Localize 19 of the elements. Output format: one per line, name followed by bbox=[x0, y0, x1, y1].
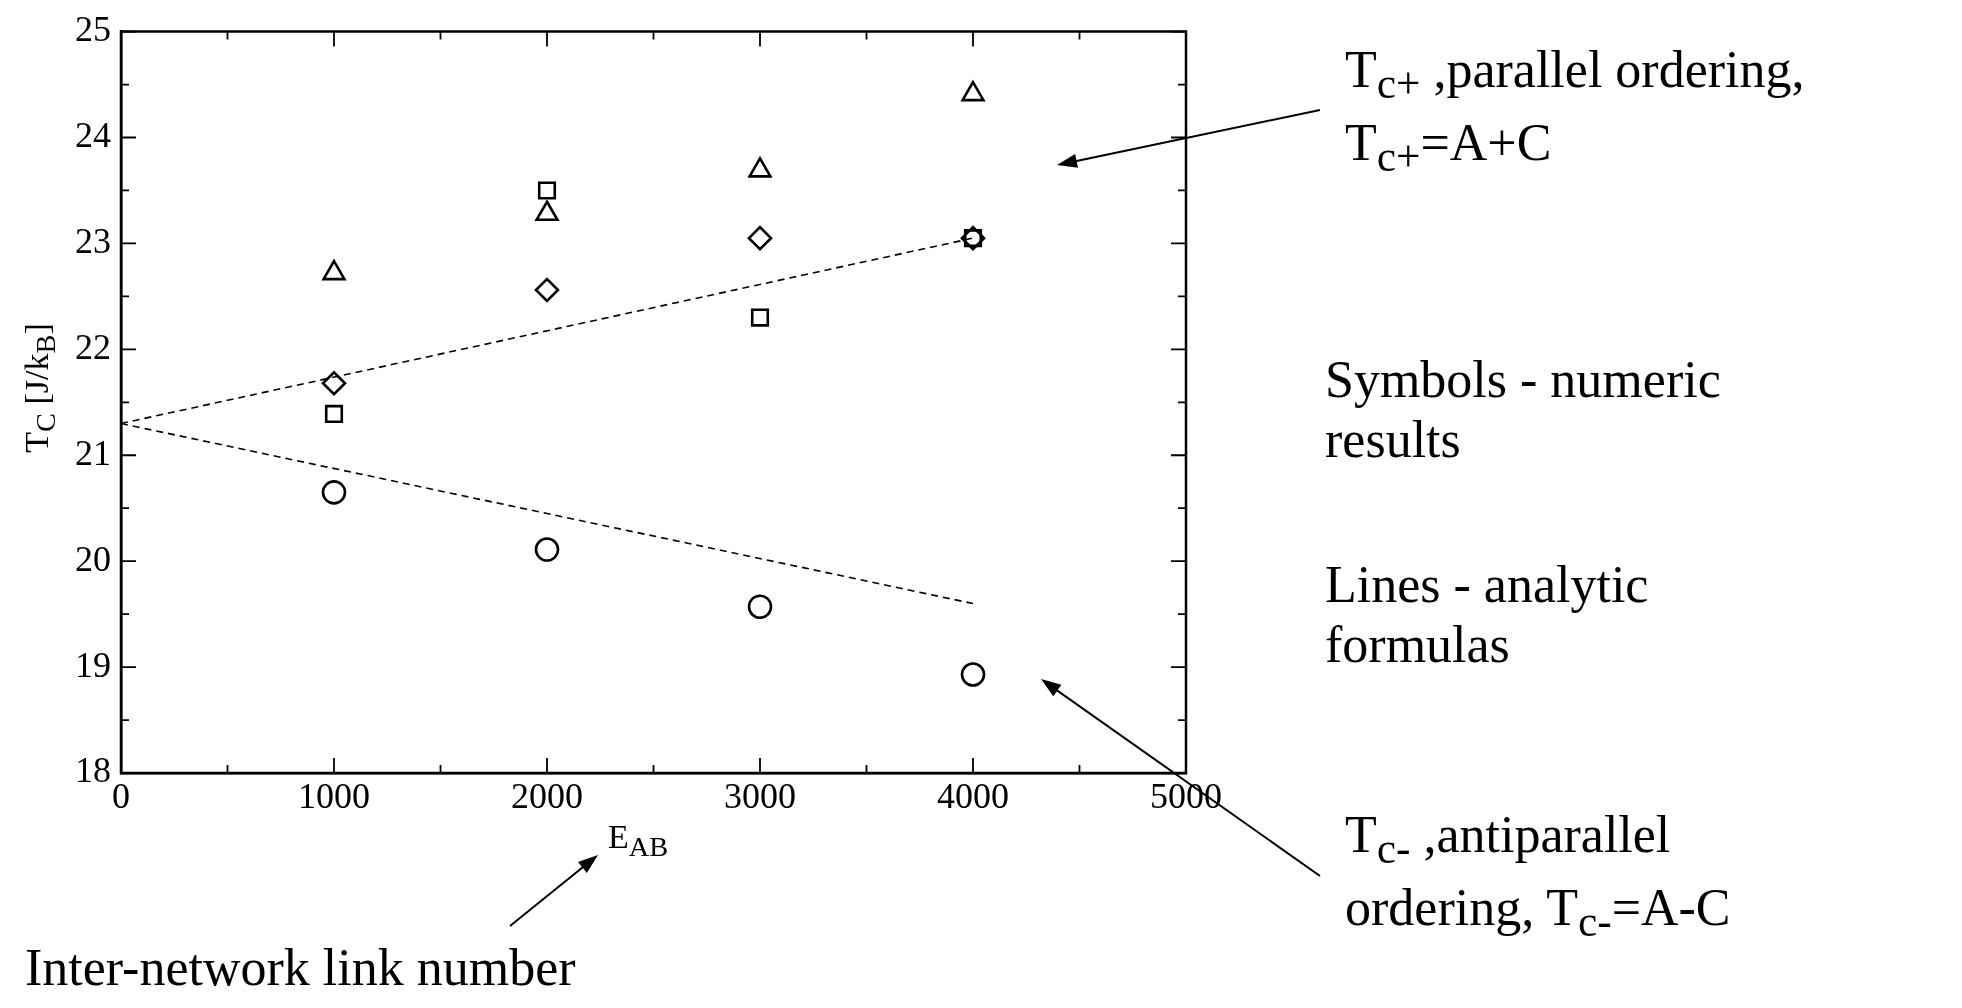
text: Inter-network link number bbox=[25, 938, 577, 998]
text: Symbols - numeric results bbox=[1325, 350, 1722, 470]
y-tick-label: 22 bbox=[75, 326, 111, 367]
y-tick-label: 19 bbox=[75, 644, 111, 685]
y-tick-label: 24 bbox=[75, 114, 111, 155]
y-tick-label: 18 bbox=[75, 750, 111, 791]
x-tick-label: 1000 bbox=[298, 776, 370, 817]
y-tick-label: 23 bbox=[75, 220, 111, 261]
y-tick-label: 20 bbox=[75, 538, 111, 579]
y-tick-label: 25 bbox=[75, 9, 111, 50]
x-tick-label: 2000 bbox=[511, 776, 583, 817]
text: T$_{c-}$ ,antiparallel ordering, T$_{c-}$=A-C bbox=[1345, 805, 1732, 948]
x-tick-label: 3000 bbox=[724, 776, 796, 817]
text: T$_{c+}$ ,parallel ordering, T$_{c+}$=A+C bbox=[1345, 40, 1806, 183]
text: Lines - analytic formulas bbox=[1325, 555, 1650, 675]
x-tick-label: 4000 bbox=[937, 776, 1009, 817]
x-tick-label: 0 bbox=[112, 776, 130, 817]
y-tick-label: 21 bbox=[75, 432, 111, 473]
x-axis-title: E$_{AB}$ bbox=[608, 818, 669, 863]
